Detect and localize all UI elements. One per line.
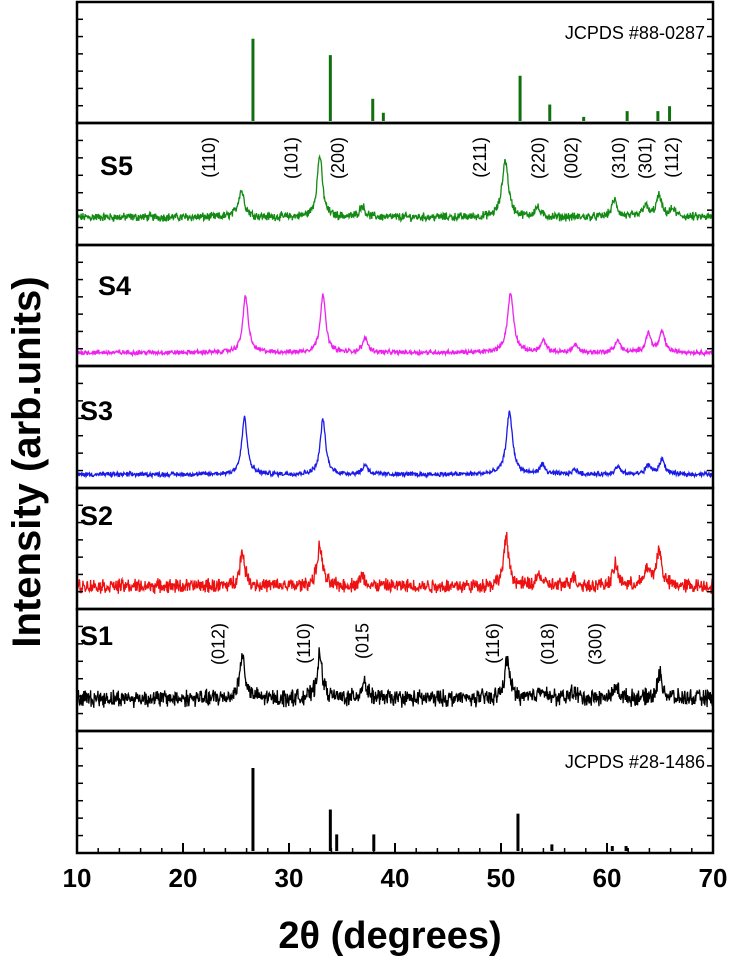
panel-S2: S2: [76, 501, 714, 594]
panel-S3: S3: [76, 396, 714, 480]
y-axis-label: Intensity (arb.units): [5, 276, 49, 647]
panel-S1: S1: [76, 621, 714, 708]
series-S3: [76, 410, 714, 480]
series-S1: [76, 647, 714, 708]
series-S4: [76, 292, 714, 358]
x-tick-label: 20: [169, 863, 198, 893]
miller-index-label: (110): [199, 137, 219, 178]
x-tick-label: 10: [63, 863, 92, 893]
miller-index-label: (112): [662, 137, 682, 178]
series-S5: [76, 154, 714, 223]
miller-index-label: (002): [561, 137, 581, 179]
panel-S5: S5: [76, 151, 714, 223]
x-tick-label: 30: [275, 863, 304, 893]
miller-index-label: (211): [470, 137, 490, 178]
miller-index-label: (300): [586, 623, 606, 665]
miller-index-label: (116): [483, 623, 503, 664]
reference-label: JCPDS #88-0287: [565, 23, 705, 43]
miller-index-label: (220): [528, 137, 548, 179]
panel-ref-top: JCPDS #88-0287: [251, 23, 705, 121]
x-tick-label: 60: [593, 863, 622, 893]
miller-index-label: (310): [609, 137, 629, 179]
miller-index-label: (015: [353, 623, 373, 659]
x-axis-label: 2θ (degrees): [278, 915, 501, 957]
sample-label: S4: [98, 271, 131, 301]
reference-label: JCPDS #28-1486: [565, 752, 705, 772]
miller-index-label: (301): [636, 137, 656, 179]
miller-index-label: (012): [208, 623, 228, 665]
x-tick-label: 70: [699, 863, 728, 893]
x-tick-label: 50: [487, 863, 516, 893]
sample-label: S5: [100, 151, 133, 181]
series-S2: [76, 531, 714, 594]
panel-S4: S4: [76, 271, 714, 358]
sample-label: S2: [80, 501, 113, 531]
x-tick-label: 40: [381, 863, 410, 893]
miller-index-label: (101): [281, 137, 301, 179]
miller-index-label: (110): [294, 623, 314, 664]
sample-label: S1: [80, 621, 113, 651]
miller-index-label: (200): [328, 137, 348, 179]
sample-label: S3: [80, 396, 113, 426]
miller-index-label: (018): [538, 623, 558, 665]
